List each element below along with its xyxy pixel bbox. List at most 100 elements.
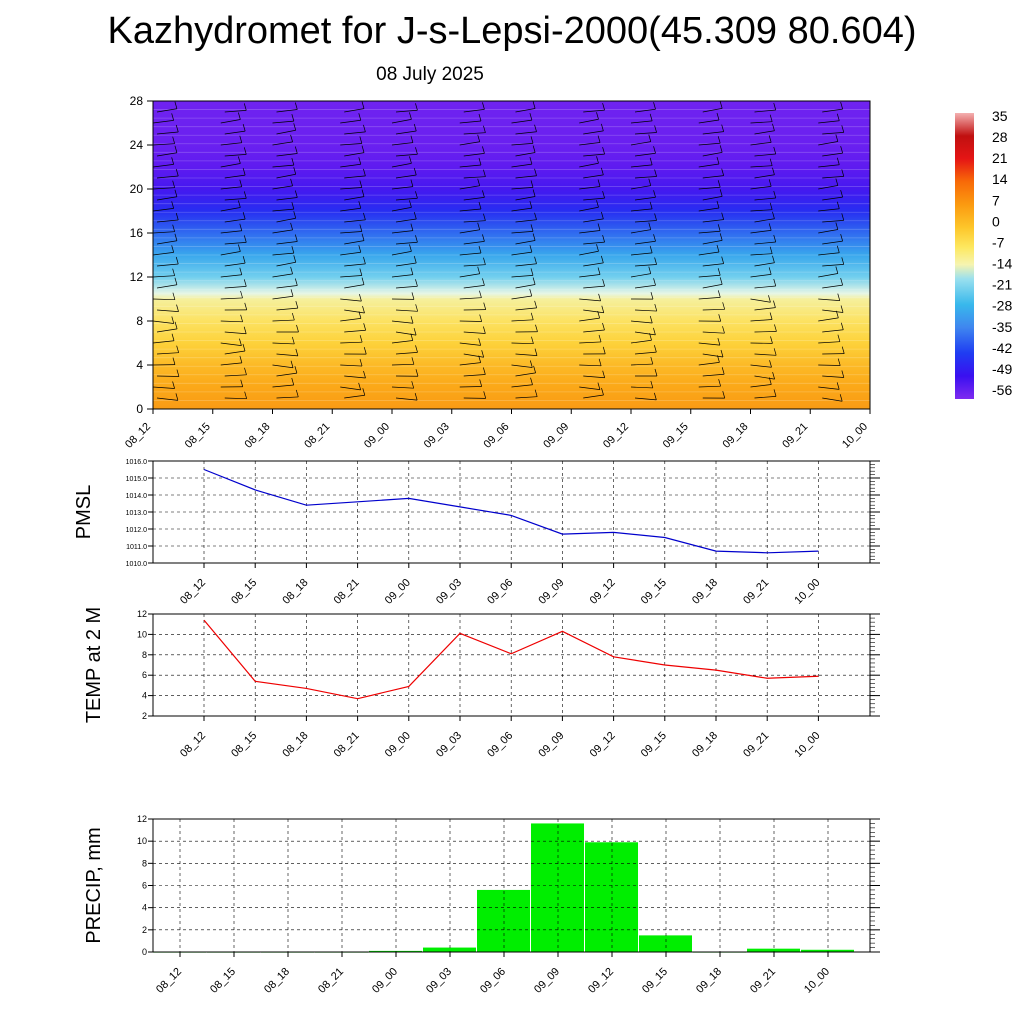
heatmap-y-tick-label: 28: [130, 94, 144, 108]
x-tick-label: 10_00: [792, 577, 822, 607]
contour-lines: [153, 109, 870, 401]
heatmap-y-tick-label: 24: [130, 138, 144, 152]
heatmap-x-tick-label: 09_00: [362, 421, 392, 451]
heatmap-x-tick-label: 08_21: [302, 421, 332, 451]
x-tick-label: 09_03: [424, 966, 454, 996]
y-tick-label: 4: [142, 903, 147, 913]
colorbar-label: 21: [992, 150, 1008, 166]
x-tick-label: 09_18: [694, 966, 724, 996]
x-tick-label: 08_21: [316, 966, 346, 996]
heatmap-y-tick-label: 0: [136, 402, 143, 416]
heatmap-x-tick-label: 09_09: [541, 421, 571, 451]
heatmap-x-tick-label: 09_12: [601, 421, 631, 451]
x-tick-label: 10_00: [802, 966, 832, 996]
colorbar-label: 28: [992, 129, 1008, 145]
y-tick-label: 8: [142, 858, 147, 868]
x-tick-label: 08_15: [229, 730, 259, 760]
y-tick-label: 1015.0: [126, 476, 148, 483]
x-tick-label: 09_09: [536, 730, 566, 760]
heatmap-y-tick-label: 16: [130, 226, 144, 240]
x-tick-label: 09_18: [690, 577, 720, 607]
y-tick-label: 1010.0: [126, 561, 148, 568]
y-tick-label: 2: [142, 925, 147, 935]
colorbar-label: 7: [992, 192, 1000, 208]
heatmap-x-tick-label: 09_03: [422, 421, 452, 451]
x-tick-label: 09_15: [640, 966, 670, 996]
colorbar-label: -21: [992, 277, 1012, 293]
x-tick-label: 09_18: [690, 730, 720, 760]
y-tick-label: 12: [137, 814, 147, 824]
precip-bar: [639, 935, 692, 952]
x-tick-label: 08_12: [178, 730, 208, 760]
x-tick-label: 09_09: [532, 966, 562, 996]
heatmap-x-tick-label: 08_15: [183, 421, 213, 451]
heatmap-x-tick-label: 09_21: [780, 421, 810, 451]
colorbar: [955, 113, 974, 399]
panel-frame: [152, 818, 871, 953]
x-tick-label: 09_06: [478, 966, 508, 996]
x-tick-label: 09_12: [586, 966, 616, 996]
y-tick-label: 1012.0: [126, 527, 148, 534]
y-tick-label: 10: [137, 629, 147, 639]
y-tick-label: 1013.0: [126, 510, 148, 517]
heatmap-y-tick-label: 12: [130, 270, 144, 284]
x-tick-label: 09_00: [383, 730, 413, 760]
chart-title: Kazhydromet for J-s-Lepsi-2000(45.309 80…: [107, 10, 917, 52]
y-tick-label: 4: [142, 691, 147, 701]
precip-bar: [747, 948, 800, 952]
x-tick-label: 09_00: [370, 966, 400, 996]
x-tick-label: 09_21: [741, 730, 771, 760]
heatmap-x-tick-label: 09_06: [482, 421, 512, 451]
wind-barbs: [152, 101, 845, 402]
x-tick-label: 09_12: [588, 730, 618, 760]
x-tick-label: 09_15: [639, 577, 669, 607]
panel-frame: [152, 613, 871, 717]
colorbar-label: -42: [992, 340, 1012, 356]
precip-bar: [477, 889, 530, 952]
heatmap-y-tick-label: 8: [136, 314, 143, 328]
y-tick-label: 1014.0: [126, 493, 148, 500]
colorbar-label: -7: [992, 234, 1005, 250]
y-tick-label: 0: [142, 947, 147, 957]
colorbar-label: -49: [992, 361, 1012, 377]
x-tick-label: 08_21: [332, 577, 362, 607]
x-tick-label: 08_18: [262, 966, 292, 996]
x-tick-label: 08_12: [178, 577, 208, 607]
x-tick-label: 08_15: [208, 966, 238, 996]
colorbar-label: -35: [992, 319, 1012, 335]
x-tick-label: 09_15: [639, 730, 669, 760]
heatmap-y-tick-label: 4: [136, 358, 143, 372]
x-tick-label: 08_15: [229, 577, 259, 607]
x-tick-label: 10_00: [792, 730, 822, 760]
colorbar-label: 0: [992, 213, 1000, 229]
colorbar-label: -14: [992, 256, 1012, 272]
y-tick-label: 10: [137, 836, 147, 846]
x-tick-label: 09_03: [434, 577, 464, 607]
precip-bar: [369, 950, 422, 952]
y-axis-label: PMSL: [73, 485, 95, 539]
precip-bar: [585, 842, 638, 952]
x-tick-label: 09_06: [485, 730, 515, 760]
x-tick-label: 09_09: [536, 577, 566, 607]
x-tick-label: 09_21: [741, 577, 771, 607]
x-tick-label: 09_00: [383, 577, 413, 607]
colorbar-label: -56: [992, 382, 1012, 398]
heatmap-x-tick-label: 09_18: [721, 421, 751, 451]
colorbar-label: 35: [992, 108, 1008, 124]
x-tick-label: 08_18: [280, 730, 310, 760]
x-tick-label: 08_21: [332, 730, 362, 760]
x-tick-label: 08_12: [154, 966, 184, 996]
x-tick-label: 09_03: [434, 730, 464, 760]
precip-bar: [801, 949, 854, 952]
y-tick-label: 1016.0: [126, 459, 148, 466]
x-tick-label: 09_06: [485, 577, 515, 607]
y-axis-label: TEMP at 2 M: [83, 607, 105, 723]
chart-date: 08 July 2025: [376, 64, 484, 85]
x-tick-label: 09_21: [748, 966, 778, 996]
colorbar-label: -28: [992, 298, 1012, 314]
heatmap-x-tick-label: 09_15: [661, 421, 691, 451]
y-tick-label: 6: [142, 670, 147, 680]
x-tick-label: 09_12: [588, 577, 618, 607]
pmsl-line: [203, 468, 819, 554]
colorbar-label: 14: [992, 171, 1008, 187]
